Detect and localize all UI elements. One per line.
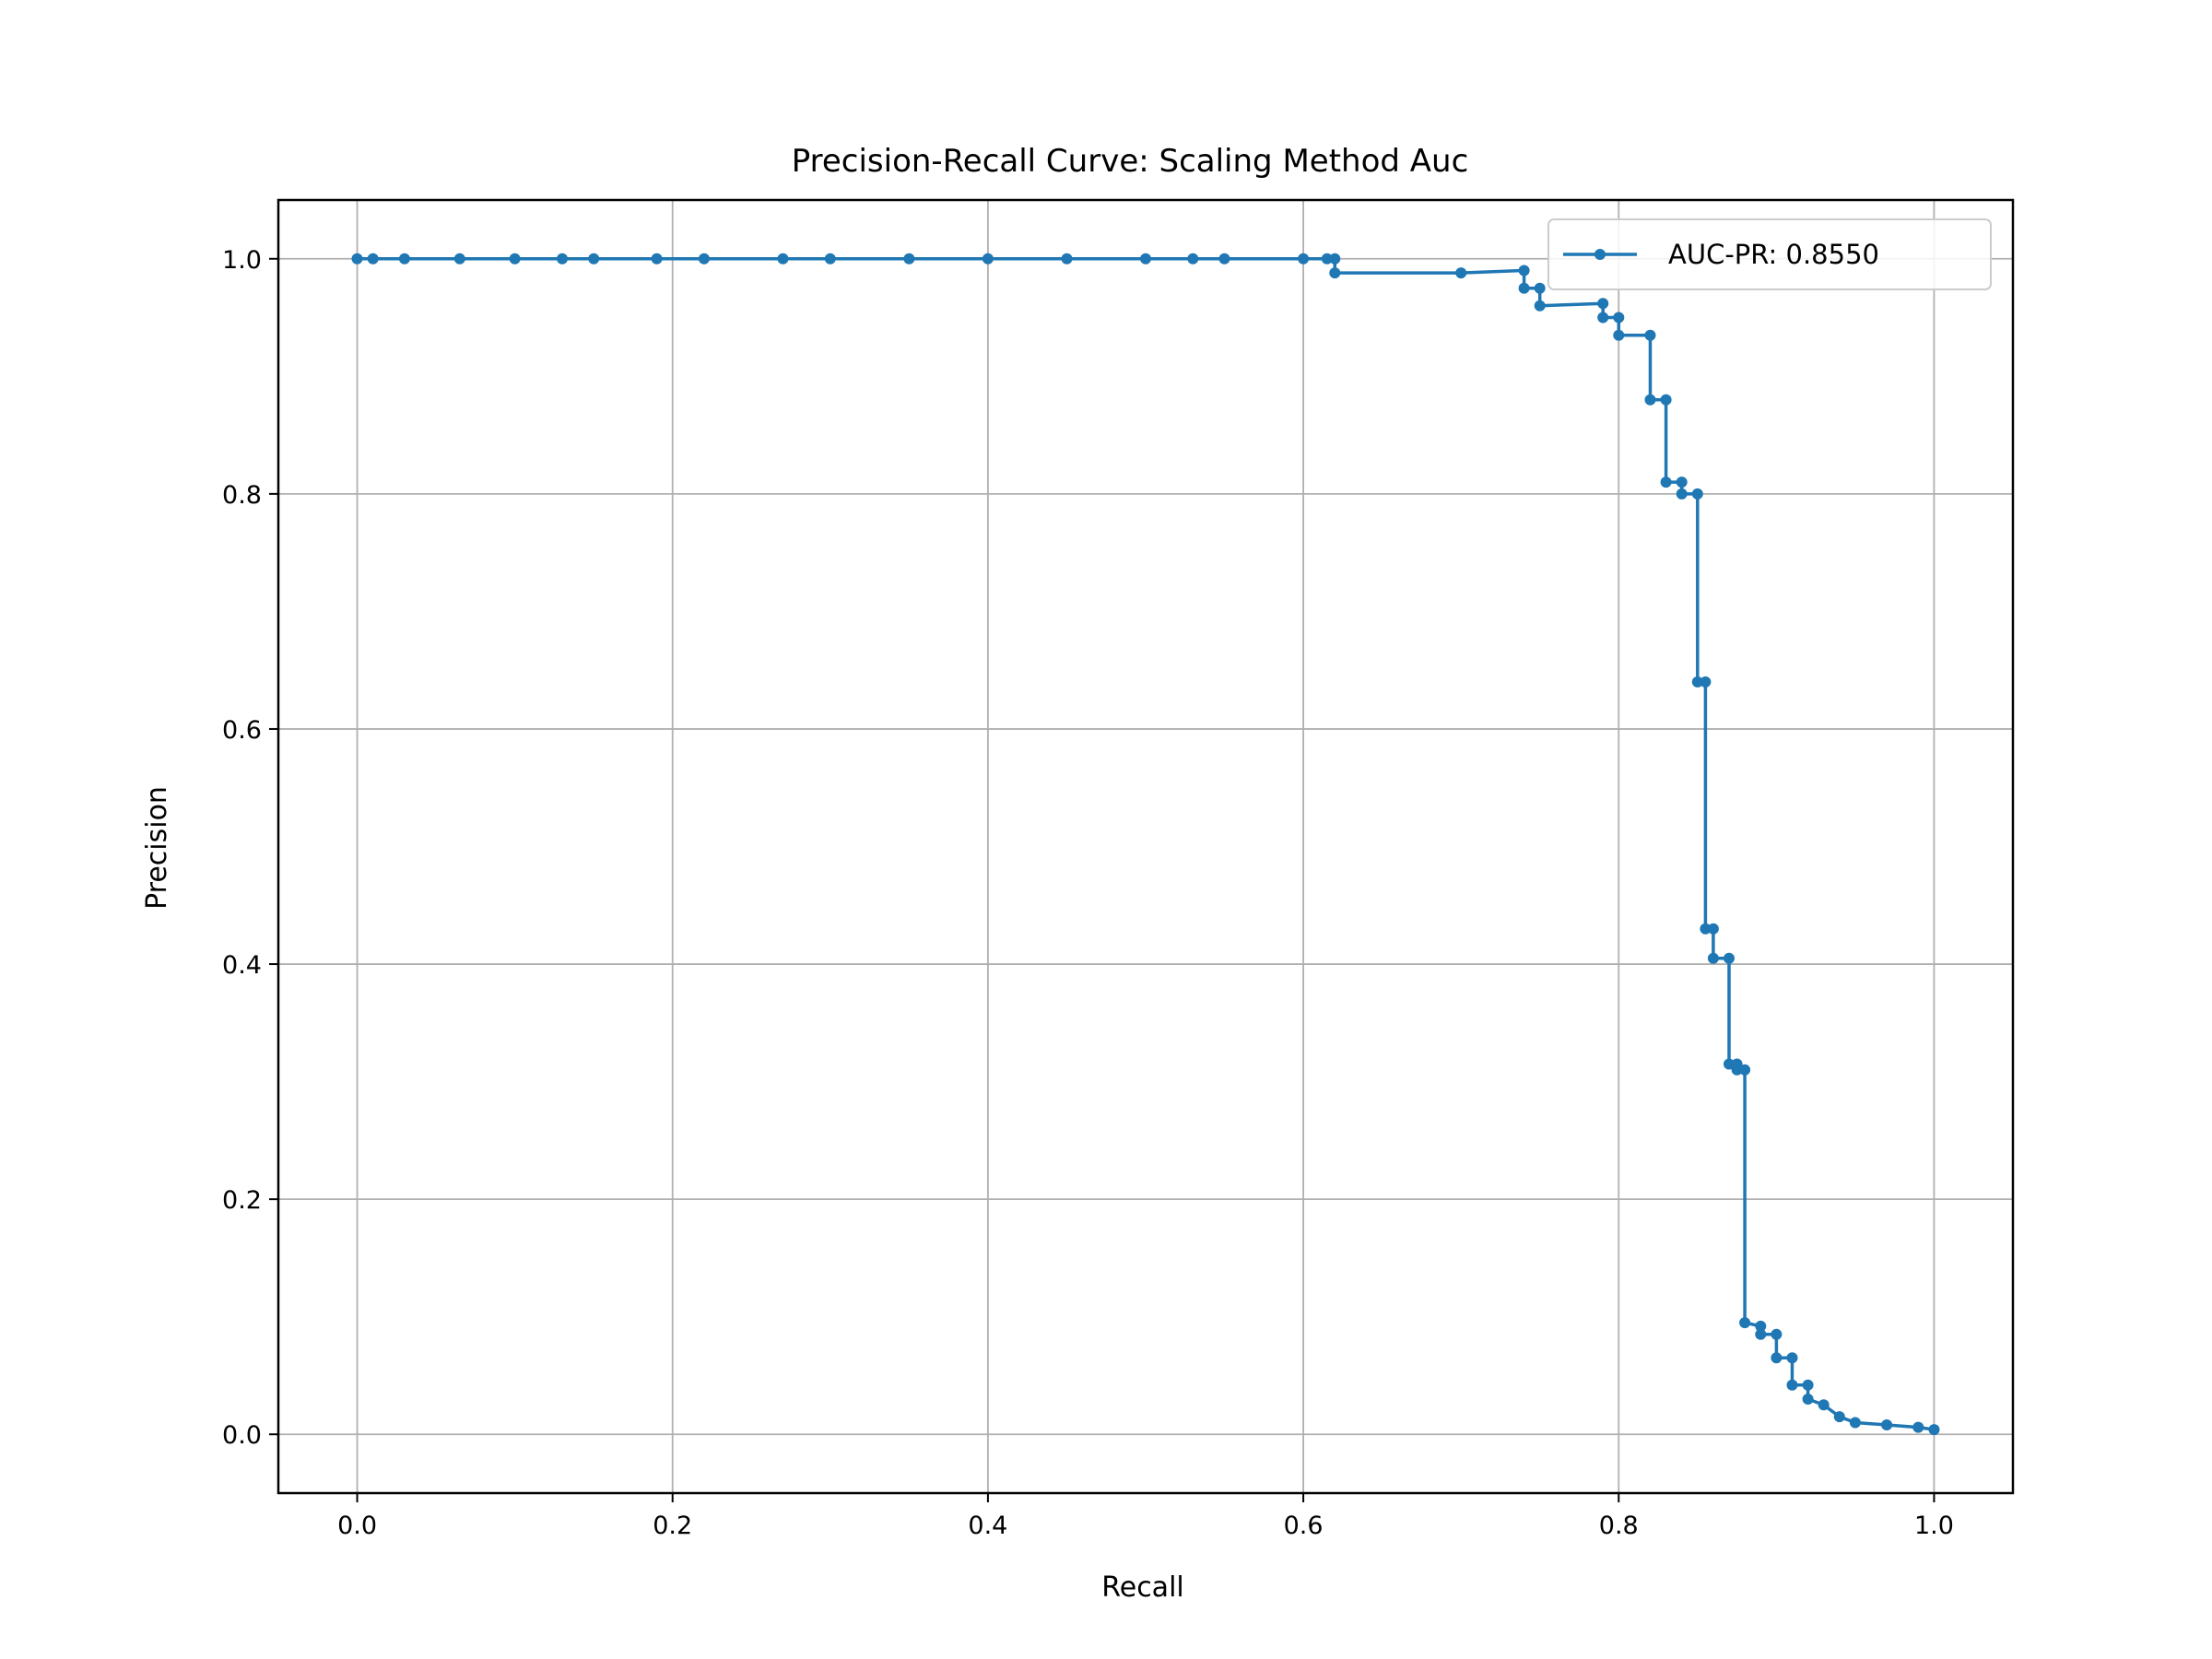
data-point	[1771, 1352, 1783, 1364]
data-point	[1739, 1064, 1751, 1076]
data-point	[982, 253, 994, 265]
data-point	[557, 253, 568, 265]
data-point	[1802, 1394, 1814, 1405]
plot-frame	[276, 198, 2015, 1495]
data-point	[651, 253, 663, 265]
x-tick-label: 0.4	[968, 1512, 1007, 1540]
data-point	[1707, 952, 1719, 964]
data-point	[1455, 267, 1467, 279]
data-point	[1724, 1058, 1735, 1070]
y-tick-label: 0.8	[222, 481, 262, 510]
data-point	[1061, 253, 1073, 265]
data-point	[1755, 1320, 1767, 1332]
x-tick-label: 0.8	[1599, 1512, 1639, 1540]
y-tick-label: 0.6	[222, 716, 262, 745]
data-point	[1187, 253, 1199, 265]
data-point	[1928, 1424, 1940, 1436]
data-point	[509, 253, 521, 265]
data-point	[1724, 952, 1735, 964]
data-point	[1881, 1419, 1893, 1430]
data-point	[1140, 253, 1151, 265]
data-point	[1518, 282, 1530, 294]
data-point	[1833, 1411, 1845, 1423]
data-point	[1660, 477, 1672, 488]
data-point	[453, 253, 465, 265]
data-point	[1786, 1379, 1798, 1391]
grid-lines	[278, 200, 2013, 1493]
data-point	[351, 253, 363, 265]
data-point	[1771, 1328, 1783, 1340]
x-axis-label: Recall	[1101, 1571, 1184, 1604]
y-axis-label: Precision	[141, 786, 173, 910]
data-point	[1676, 488, 1688, 500]
data-point	[588, 253, 600, 265]
data-point	[1644, 329, 1656, 341]
y-tick-label: 1.0	[222, 246, 262, 275]
data-point	[1597, 312, 1609, 324]
data-point	[1739, 1317, 1751, 1329]
data-point	[1329, 253, 1341, 265]
data-point	[1613, 312, 1625, 324]
legend-marker-swatch	[1594, 249, 1606, 260]
y-tick-label: 0.0	[222, 1421, 262, 1450]
data-point	[903, 253, 915, 265]
data-point	[1700, 923, 1712, 935]
y-tick-label: 0.4	[222, 951, 262, 980]
chart-title: Precision-Recall Curve: Scaling Method A…	[792, 143, 1469, 180]
data-point	[1691, 676, 1703, 688]
data-point	[1644, 394, 1656, 406]
legend: AUC-PR: 0.8550	[1547, 218, 1992, 290]
data-point	[1802, 1379, 1814, 1391]
data-point	[1298, 253, 1310, 265]
x-tick-label: 0.2	[653, 1512, 692, 1540]
data-point	[1691, 488, 1703, 500]
legend-entry-label: AUC-PR: 0.8550	[1668, 239, 1879, 270]
data-point	[1218, 253, 1230, 265]
axis-ticks: 0.0 0.2 0.4 0.6 0.8 1.0 0.0 0.2 0.4 0.6 0.8 1.0	[222, 246, 1954, 1540]
data-point	[824, 253, 836, 265]
y-tick-label: 0.2	[222, 1186, 262, 1215]
data-point	[1518, 265, 1530, 276]
data-point	[1912, 1421, 1924, 1433]
legend-box	[1547, 218, 1992, 290]
data-point	[367, 253, 379, 265]
data-point	[1534, 300, 1546, 312]
data-point	[1755, 1328, 1767, 1340]
data-point	[1818, 1399, 1830, 1411]
data-point	[1786, 1352, 1798, 1364]
data-point	[1329, 267, 1341, 279]
data-point	[1676, 477, 1688, 488]
data-point	[1534, 282, 1546, 294]
data-point	[1613, 329, 1625, 341]
series-layer	[351, 253, 1940, 1436]
data-point	[1321, 253, 1333, 265]
data-point	[1660, 394, 1672, 406]
data-point	[698, 253, 710, 265]
data-point	[1731, 1064, 1743, 1076]
data-point	[1700, 676, 1712, 688]
data-point	[1597, 298, 1609, 310]
x-tick-label: 0.0	[337, 1512, 377, 1540]
data-point	[1849, 1417, 1861, 1429]
data-point	[398, 253, 410, 265]
data-point	[1707, 923, 1719, 935]
x-tick-label: 0.6	[1284, 1512, 1324, 1540]
data-point	[777, 253, 789, 265]
x-tick-label: 1.0	[1914, 1512, 1954, 1540]
